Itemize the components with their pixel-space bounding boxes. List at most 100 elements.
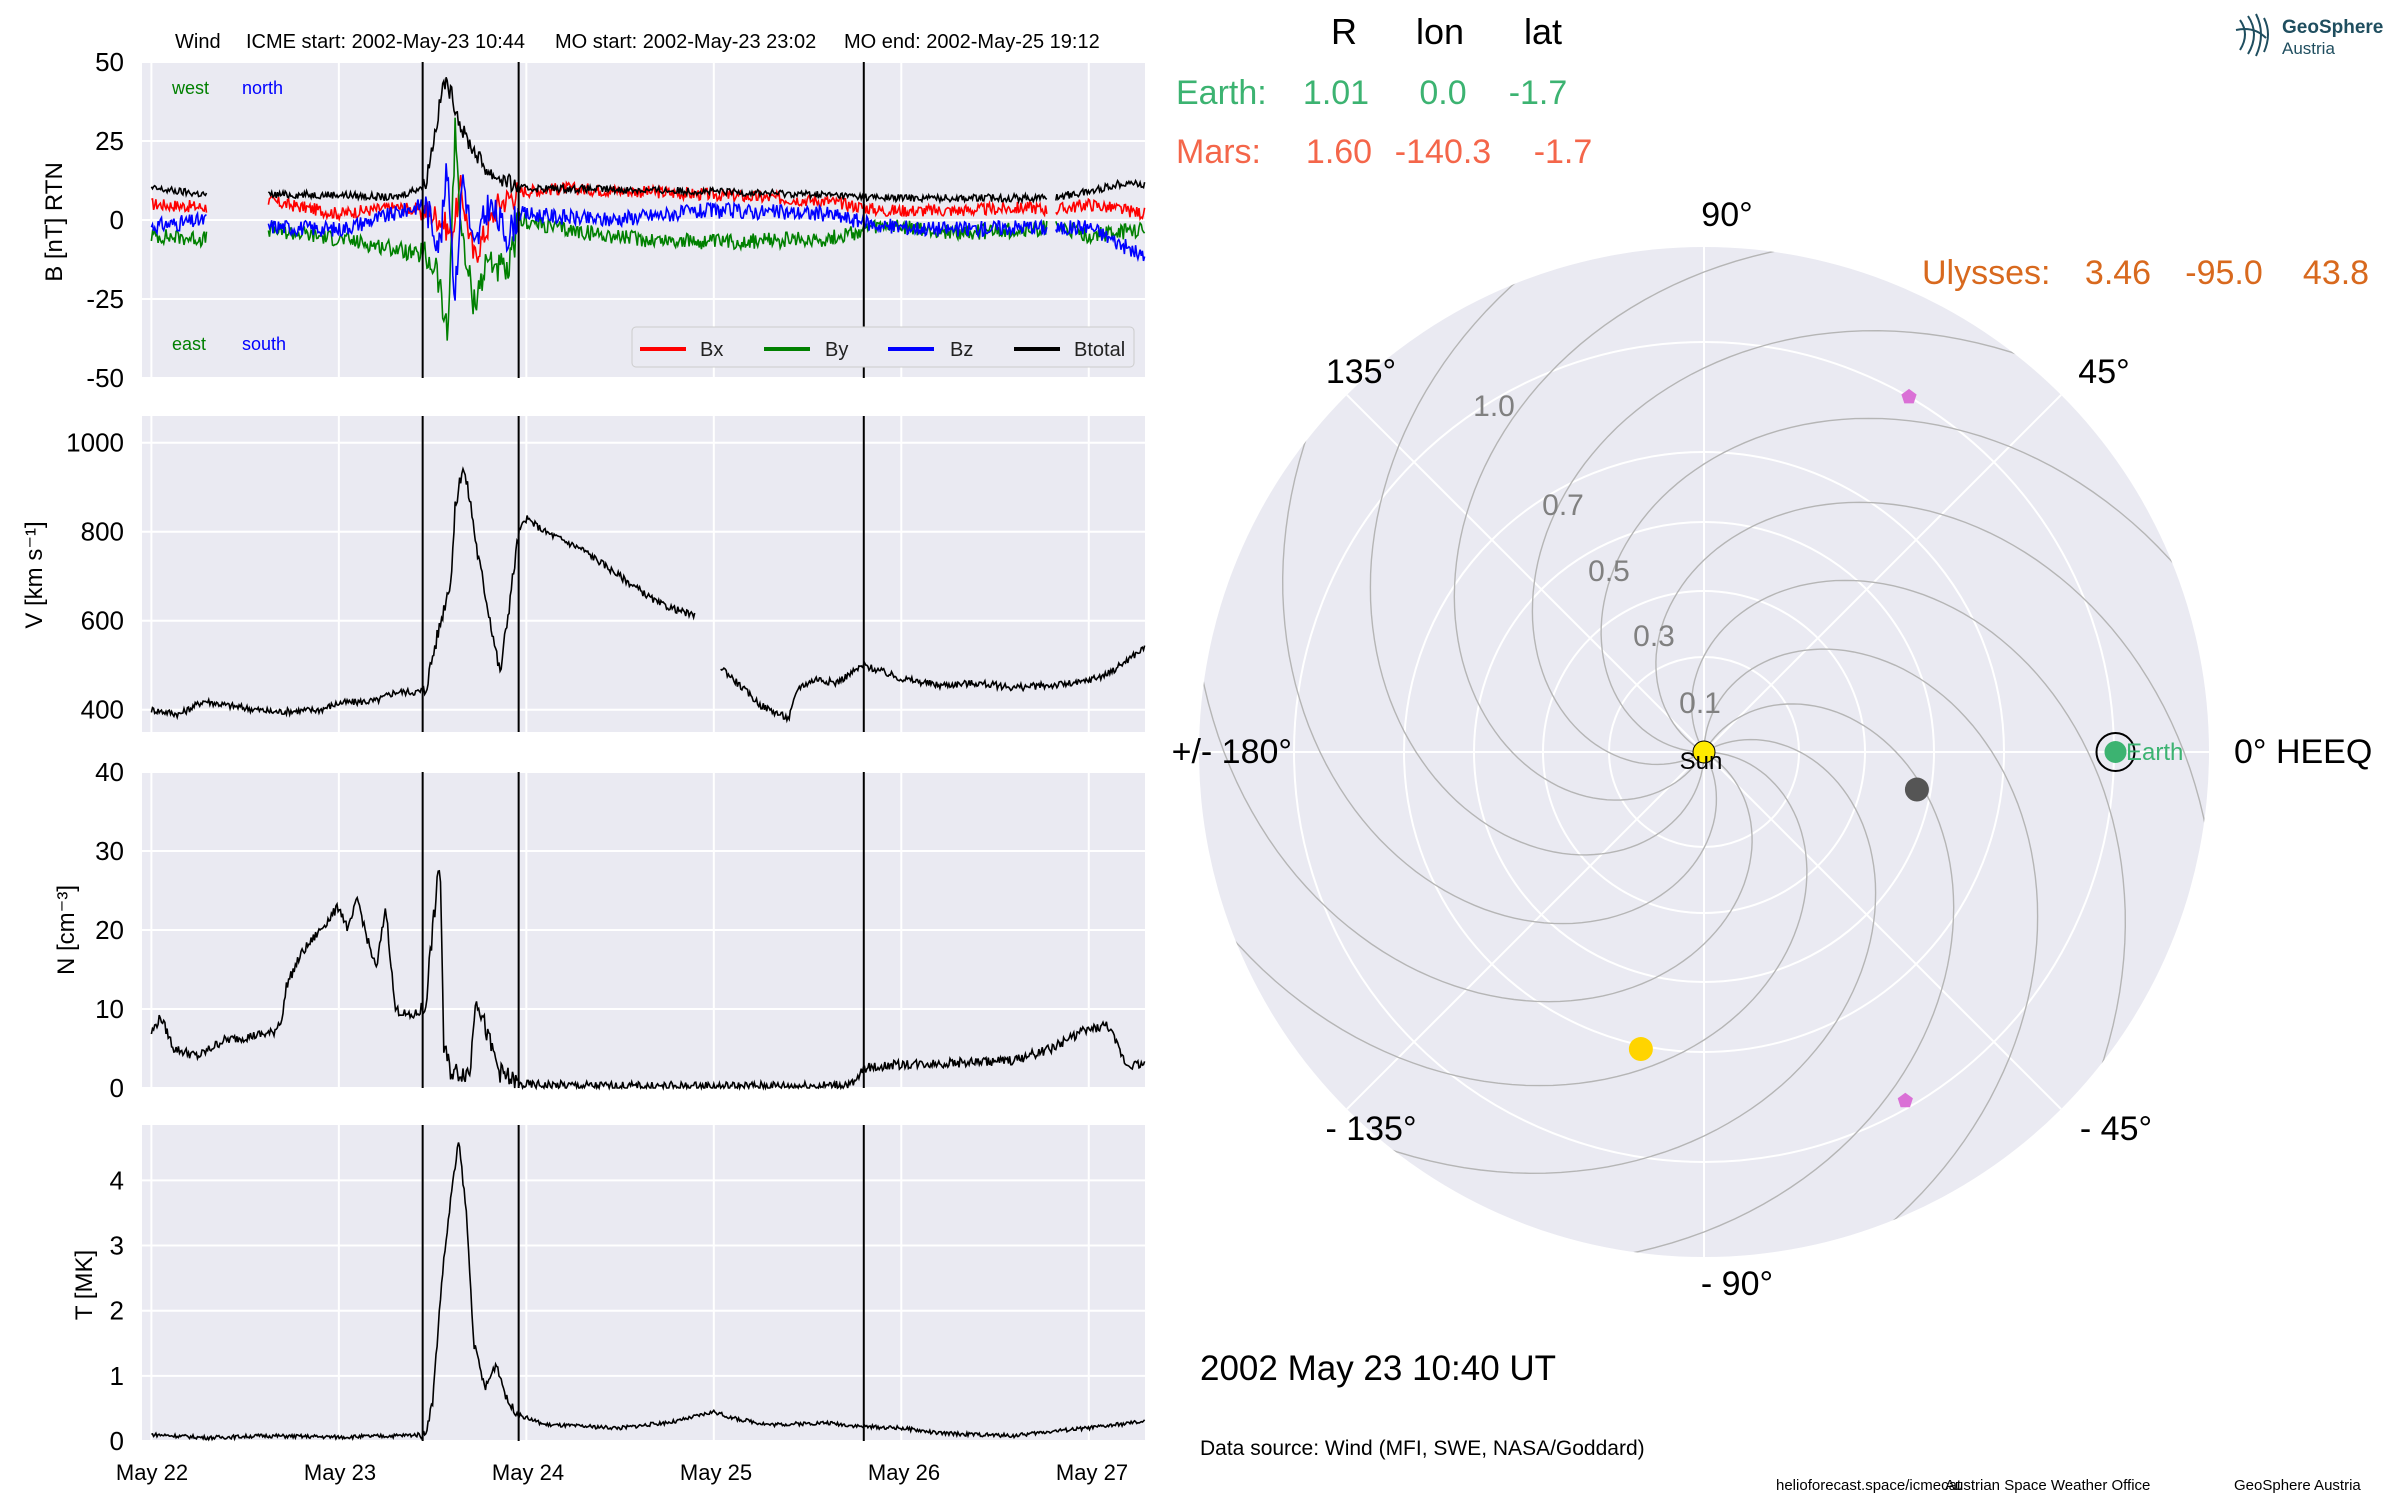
b-ylabel: B [nT] RTN [41, 162, 68, 282]
radial-label: 0.5 [1588, 555, 1630, 588]
ulysses-lat: 43.8 [2303, 254, 2369, 292]
mo-start-label: MO start: 2002-May-23 23:02 [555, 31, 816, 53]
y-tick-label: 2 [110, 1296, 124, 1326]
x-tick-label: May 24 [492, 1460, 564, 1485]
sun-label: Sun [1680, 748, 1723, 775]
angle-label-minus45: - 45° [2080, 1110, 2152, 1148]
north-label: north [242, 78, 283, 98]
parker-spiral-line [1453, 247, 1823, 801]
t-ylabel: T [MK] [71, 1250, 98, 1320]
ulysses-lon: -95.0 [2185, 254, 2263, 292]
y-tick-label: 400 [81, 695, 124, 725]
pentagon-upper-marker [1901, 388, 1917, 404]
series-line-n [150, 869, 1146, 1092]
sun-marker [1692, 740, 1716, 764]
ulysses-r: 3.46 [2085, 254, 2151, 292]
y-tick-label: 40 [95, 757, 124, 787]
x-tick-label: May 26 [868, 1460, 940, 1485]
parker-spiral-line [1369, 251, 1705, 856]
legend-label-bx: Bx [700, 339, 723, 361]
series-line-bz [150, 163, 1146, 301]
ulysses-row-label: Ulysses: [1922, 254, 2050, 292]
footer-office: Austrian Space Weather Office [1945, 1477, 2150, 1494]
logo-name: GeoSphere [2282, 17, 2383, 38]
y-tick-label: 600 [81, 606, 124, 636]
angle-label-minus135: - 135° [1325, 1110, 1416, 1148]
parker-spiral-line [1703, 648, 2039, 1253]
panel-background [142, 416, 1145, 732]
angle-label-90: 90° [1701, 196, 1752, 234]
earth-marker [2104, 741, 2127, 763]
polar-radial-labels: 0.1 0.3 0.5 0.7 1.0 [1473, 390, 1721, 720]
y-tick-label: 0 [110, 1073, 124, 1103]
parker-spiral-line [1281, 394, 1718, 925]
mars-r: 1.60 [1306, 133, 1372, 171]
polar-spoke [1346, 394, 1705, 753]
series-line-btotal [150, 77, 1146, 205]
radial-label: 1.0 [1473, 390, 1515, 423]
y-tick-label: 0 [110, 1426, 124, 1456]
y-tick-label: 25 [95, 126, 124, 156]
y-tick-label: 3 [110, 1231, 124, 1261]
x-tick-label: May 23 [304, 1460, 376, 1485]
angle-label-135: 135° [1326, 353, 1396, 391]
y-tick-label: 10 [95, 994, 124, 1024]
parker-spiral-line [1346, 738, 1877, 1175]
mars-lon: -140.3 [1395, 133, 1491, 171]
parker-spiral-line [1600, 417, 2205, 753]
data-source: Data source: Wind (MFI, SWE, NASA/Goddar… [1200, 1437, 1645, 1460]
angle-label-45: 45° [2078, 353, 2129, 391]
angle-label-180: +/- 180° [1172, 733, 1292, 771]
panel-background [142, 1125, 1145, 1441]
polar-spoke [1703, 751, 2062, 1110]
col-header-lon: lon [1416, 11, 1464, 52]
col-header-lat: lat [1524, 11, 1562, 52]
polar-angle-labels: 90° 45° 0° HEEQ - 45° - 90° - 135° +/- 1… [1172, 196, 2373, 1303]
footer-link: helioforecast.space/icmecat [1776, 1477, 1962, 1494]
x-tick-labels: May 22 May 23 May 24 May 25 May 26 May 2… [116, 1460, 1128, 1485]
timestamp: 2002 May 23 10:40 UT [1200, 1349, 1556, 1388]
earth-ring-marker [2095, 732, 2136, 772]
polar-spoke [1346, 751, 1705, 1110]
parker-spiral-line [1531, 329, 2062, 766]
parker-spiral-line [1199, 633, 1753, 1003]
angle-label-minus90: - 90° [1701, 1265, 1773, 1303]
radial-label: 0.1 [1679, 687, 1721, 720]
earth-marker-label: Earth [2126, 739, 2183, 766]
radial-label: 0.3 [1633, 620, 1675, 653]
earth-r: 1.01 [1303, 74, 1369, 112]
spacecraft-label: Wind [175, 31, 221, 53]
logo-sub: Austria [2282, 39, 2335, 58]
y-tick-label: 20 [95, 915, 124, 945]
icme-start-label: ICME start: 2002-May-23 10:44 [246, 31, 525, 53]
y-tick-label: -25 [86, 284, 124, 314]
y-tick-label: -50 [86, 363, 124, 393]
n-ylabel: N [cm⁻³] [53, 885, 80, 975]
y-tick-label: 30 [95, 836, 124, 866]
y-tick-label: 800 [81, 517, 124, 547]
y-tick-label: 1000 [66, 428, 124, 458]
b-legend: Bx By Bz Btotal [631, 326, 1135, 368]
mars-lat: -1.7 [1534, 133, 1593, 171]
col-header-r: R [1331, 11, 1357, 52]
parker-spiral-line [1690, 579, 2127, 1110]
pentagon-lower-marker [1897, 1092, 1913, 1108]
legend-label-bz: Bz [950, 339, 973, 361]
west-label: west [171, 78, 209, 98]
x-tick-label: May 22 [116, 1460, 188, 1485]
angle-label-0: 0° HEEQ [2234, 733, 2372, 771]
y-tick-label: 1 [110, 1361, 124, 1391]
mars-row-label: Mars: [1176, 133, 1261, 171]
east-label: east [172, 334, 206, 354]
y-tick-label: 50 [95, 47, 124, 77]
geosphere-logo: GeoSphere Austria [2235, 13, 2383, 58]
parker-spirals [1199, 247, 2209, 1257]
parker-spiral-line [1585, 703, 1955, 1257]
polar-spoke [1703, 394, 2062, 753]
parker-spiral-line [1203, 751, 1808, 1087]
grey-body-marker [1904, 777, 1929, 802]
earth-lat: -1.7 [1509, 74, 1568, 112]
parker-spiral-line [1655, 501, 2209, 871]
earth-row-label: Earth: [1176, 74, 1267, 112]
